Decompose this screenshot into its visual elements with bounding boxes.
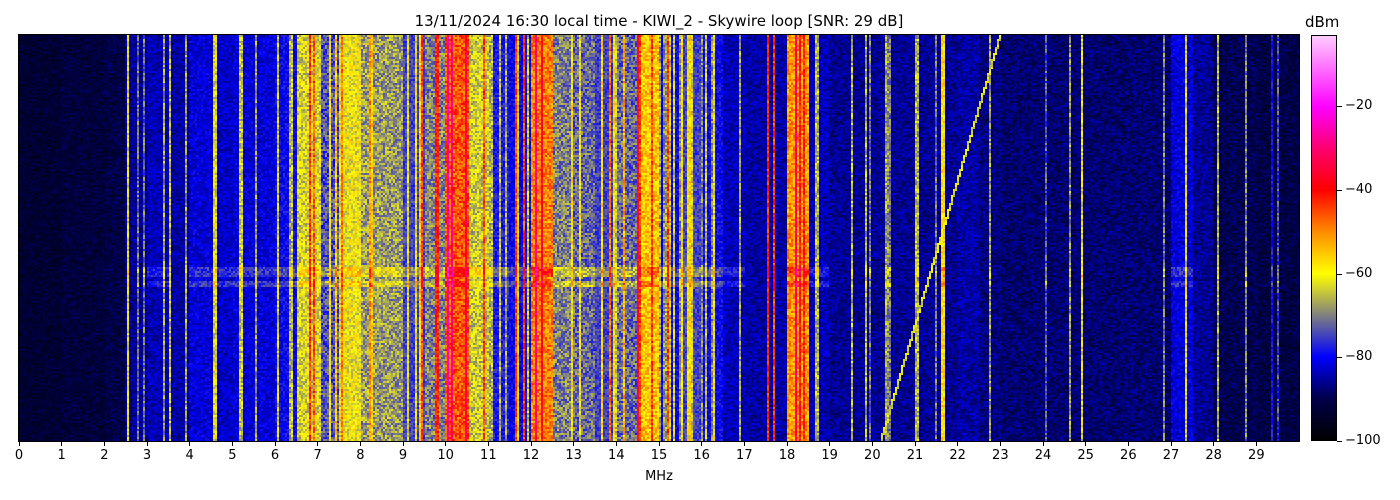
x-tick-mark: [18, 441, 20, 446]
x-tick-label: 23: [992, 448, 1009, 463]
colorbar-tick-label: −80: [1345, 349, 1373, 365]
x-tick-label: 12: [522, 448, 540, 463]
colorbar-tick-label: −100: [1345, 433, 1381, 448]
x-tick-label: 18: [778, 448, 796, 463]
x-tick-mark: [103, 441, 105, 446]
x-tick-mark: [1127, 441, 1129, 446]
colorbar-tick-label: −40: [1345, 181, 1373, 197]
x-tick-label: 11: [480, 448, 497, 463]
x-tick-mark: [573, 441, 575, 446]
colorbar-tick-mark: [1337, 357, 1342, 359]
colorbar-tick-mark: [1337, 189, 1342, 191]
chart-title: 13/11/2024 16:30 local time - KIWI_2 - S…: [414, 12, 904, 30]
x-tick-label: 4: [185, 448, 194, 463]
x-axis-label: MHz: [645, 469, 673, 484]
spectrogram-heatmap: [19, 35, 1299, 441]
x-tick-mark: [701, 441, 703, 446]
colorbar-tick-mark: [1337, 273, 1342, 275]
x-tick-mark: [61, 441, 63, 446]
x-tick-label: 13: [565, 448, 582, 463]
x-tick-mark: [1255, 441, 1257, 446]
x-tick-mark: [1213, 441, 1215, 446]
x-tick-mark: [487, 441, 489, 446]
colorbar: [1311, 35, 1337, 441]
x-tick-label: 2: [100, 448, 109, 463]
x-tick-mark: [1085, 441, 1087, 446]
x-tick-label: 26: [1120, 448, 1137, 463]
x-tick-mark: [146, 441, 148, 446]
x-tick-label: 19: [821, 448, 838, 463]
x-tick-label: 9: [398, 448, 408, 463]
x-tick-label: 3: [142, 448, 152, 463]
x-tick-label: 15: [650, 448, 668, 463]
x-tick-label: 25: [1077, 448, 1094, 463]
x-tick-mark: [615, 441, 617, 446]
x-tick-label: 29: [1248, 448, 1265, 463]
x-tick-label: 20: [864, 448, 881, 463]
x-tick-label: 8: [356, 448, 365, 463]
x-tick-label: 1: [57, 448, 66, 463]
x-tick-mark: [231, 441, 233, 446]
x-tick-label: 16: [693, 448, 710, 463]
colorbar-tick-label: −60: [1345, 265, 1373, 281]
colorbar-label: dBm: [1305, 13, 1340, 31]
x-tick-label: 6: [270, 448, 280, 463]
colorbar-tick-mark: [1337, 441, 1342, 442]
x-tick-label: 5: [228, 448, 237, 463]
x-tick-mark: [530, 441, 532, 446]
x-tick-label: 24: [1034, 448, 1052, 463]
x-tick-mark: [1042, 441, 1044, 446]
x-tick-mark: [274, 441, 276, 446]
x-tick-mark: [957, 441, 959, 446]
x-tick-mark: [189, 441, 191, 446]
spectrogram-plot-area: [19, 35, 1299, 441]
x-tick-label: 10: [437, 448, 454, 463]
x-tick-mark: [1170, 441, 1172, 446]
colorbar-tick-label: −20: [1345, 98, 1373, 114]
x-tick-mark: [445, 441, 447, 446]
x-tick-mark: [658, 441, 660, 446]
x-tick-mark: [871, 441, 873, 446]
x-tick-mark: [359, 441, 361, 446]
x-tick-label: 14: [608, 448, 625, 463]
x-tick-label: 0: [14, 448, 24, 463]
x-tick-mark: [829, 441, 831, 446]
x-tick-mark: [317, 441, 319, 446]
x-tick-label: 7: [313, 448, 322, 463]
x-tick-label: 17: [736, 448, 753, 463]
x-tick-mark: [999, 441, 1001, 446]
x-tick-label: 27: [1162, 448, 1180, 463]
x-tick-mark: [402, 441, 404, 446]
x-tick-mark: [914, 441, 916, 446]
x-tick-mark: [743, 441, 745, 446]
x-tick-label: 21: [906, 448, 924, 463]
x-tick-label: 28: [1205, 448, 1222, 463]
x-tick-label: 22: [949, 448, 966, 463]
colorbar-tick-mark: [1337, 106, 1342, 108]
x-tick-mark: [786, 441, 788, 446]
